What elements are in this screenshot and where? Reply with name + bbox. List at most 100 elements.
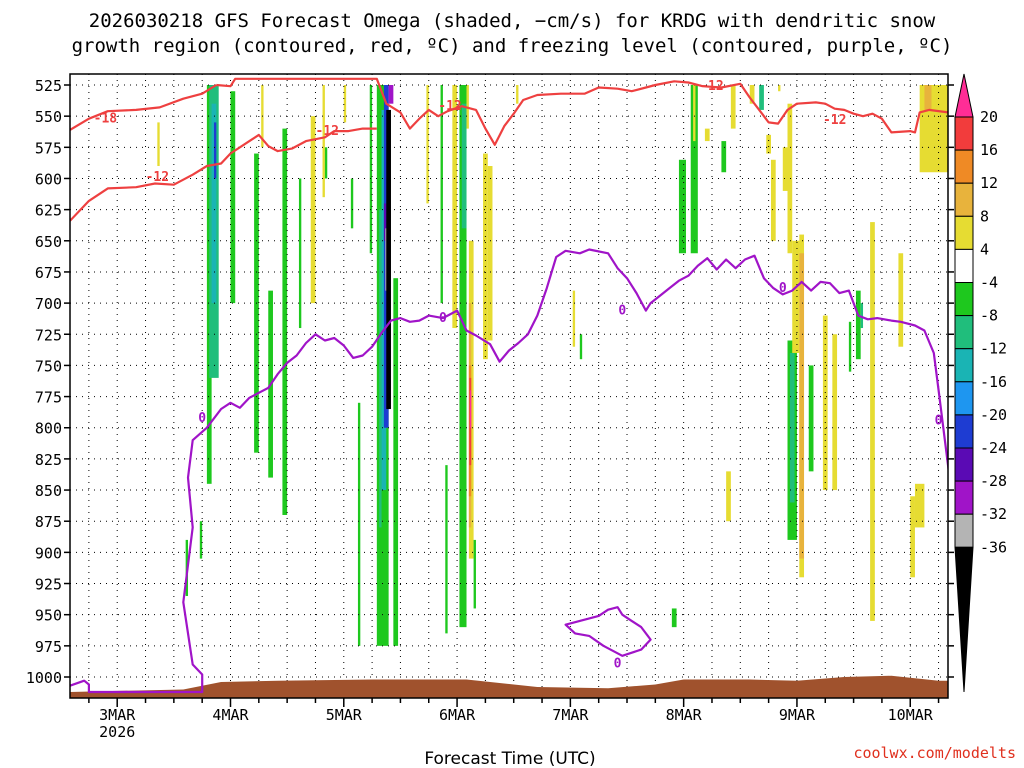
omega-cell	[855, 290, 861, 360]
omega-cell	[770, 159, 776, 241]
omega-cell	[759, 85, 764, 110]
omega-cell	[483, 153, 488, 360]
y-tick-label: 875	[35, 513, 62, 531]
omega-cell	[310, 116, 316, 304]
omega-cell	[778, 85, 781, 92]
contour-label: -18	[94, 112, 118, 127]
x-tick-label: 9MAR	[779, 706, 816, 724]
omega-cell	[369, 85, 373, 254]
omega-cell	[693, 85, 696, 142]
y-tick-label: 600	[35, 170, 62, 188]
colorbar-label: 12	[980, 174, 998, 192]
contour-dgz-minus12-lower	[70, 127, 377, 222]
omega-cell	[898, 253, 904, 347]
colorbar-label: -36	[980, 538, 1007, 556]
contour-freezing-level	[70, 248, 948, 694]
colorbar-bottom-arrow	[954, 546, 974, 693]
colorbar-bin	[954, 248, 974, 283]
omega-cell	[388, 85, 394, 104]
omega-cell	[782, 147, 788, 191]
x-tick-label: 8MAR	[666, 706, 703, 724]
omega-cell	[298, 178, 302, 329]
omega-cell	[459, 85, 467, 628]
colorbar-label: -16	[980, 373, 1007, 391]
omega-cell	[822, 315, 828, 491]
y-tick-label: 775	[35, 389, 62, 407]
omega-cell	[426, 85, 429, 204]
omega-cell	[690, 85, 698, 254]
omega-cell	[230, 91, 236, 304]
x-tick-label: 3MAR	[99, 706, 136, 724]
omega-cell	[452, 85, 458, 329]
omega-cell	[808, 365, 814, 472]
y-tick-label: 700	[35, 295, 62, 313]
omega-cell	[386, 109, 391, 410]
x-tick-label: 10MAR	[888, 706, 934, 724]
omega-cell	[350, 178, 354, 229]
y-tick-label: 550	[35, 108, 62, 126]
colorbar-label: -20	[980, 406, 1007, 424]
contour-label: 0	[439, 311, 447, 326]
omega-cell	[726, 471, 731, 522]
omega-cell	[721, 141, 727, 173]
omega-cell	[749, 85, 755, 104]
omega-cell	[157, 122, 160, 167]
credit-text: coolwx.com/modelts	[853, 744, 1016, 762]
omega-cell	[678, 159, 687, 254]
contour-label: 0	[935, 413, 943, 428]
axes: 525 550 575 600 625 650 675 700 725 750 775 800 825 8…	[26, 73, 954, 741]
x-tick-sublabel: 2026	[99, 723, 135, 741]
colorbar-bin	[954, 348, 974, 383]
colorbar-label: -4	[980, 274, 998, 292]
contour-label: 0	[618, 304, 626, 319]
contour-label: -12	[438, 99, 461, 114]
omega-cell	[213, 122, 217, 179]
colorbar-bin	[954, 381, 974, 416]
contour-label: 0	[614, 656, 622, 671]
omega-cell	[787, 103, 793, 254]
colorbar-label: 20	[980, 108, 998, 126]
omega-cell	[211, 103, 217, 304]
omega-cell	[487, 166, 493, 341]
omega-cell	[796, 240, 800, 279]
colorbar-label: -28	[980, 472, 1007, 490]
y-tick-label: 575	[35, 139, 62, 157]
plot-clip-group: -18 -12 -12 -12 -12 -12 0 0 0 0 0 0	[70, 74, 948, 698]
terrain	[70, 675, 948, 698]
colorbar-label: -12	[980, 340, 1007, 358]
y-tick-label: 925	[35, 576, 62, 594]
y-tick-label: 825	[35, 451, 62, 469]
colorbar-label: 4	[980, 240, 989, 258]
colorbar-top-arrow	[954, 73, 974, 118]
contour-dgz-minus12-upper	[216, 77, 948, 146]
omega-cell	[910, 496, 915, 578]
omega-cell	[379, 209, 382, 528]
omega-cell	[393, 278, 399, 646]
omega-cell	[199, 521, 203, 559]
omega-cell	[860, 303, 864, 329]
omega-cell	[730, 85, 736, 129]
colorbar-bin	[954, 215, 974, 250]
omega-cell	[919, 85, 948, 173]
colorbar-label: 8	[980, 207, 989, 225]
y-tick-label: 650	[35, 233, 62, 251]
omega-cell	[704, 128, 710, 142]
y-tick-label: 625	[35, 202, 62, 220]
colorbar-label: -8	[980, 307, 998, 325]
chart-title-line1: 2026030218 GFS Forecast Omega (shaded, −…	[89, 10, 936, 32]
x-tick-label: 4MAR	[212, 706, 249, 724]
chart-title-line2: growth region (contoured, red, ºC) and f…	[72, 35, 953, 57]
omega-cell	[870, 222, 875, 621]
y-tick-label: 800	[35, 420, 62, 438]
colorbar-bin	[954, 116, 974, 151]
y-tick-label: 675	[35, 264, 62, 282]
omega-cell	[848, 321, 852, 372]
omega-cell	[792, 240, 800, 353]
colorbar-label: -32	[980, 505, 1007, 523]
plot-frame	[69, 73, 949, 699]
omega-cell	[789, 352, 795, 503]
x-tick-label: 6MAR	[439, 706, 476, 724]
y-tick-label: 525	[35, 77, 62, 95]
contour-freezing-loop	[564, 606, 652, 657]
